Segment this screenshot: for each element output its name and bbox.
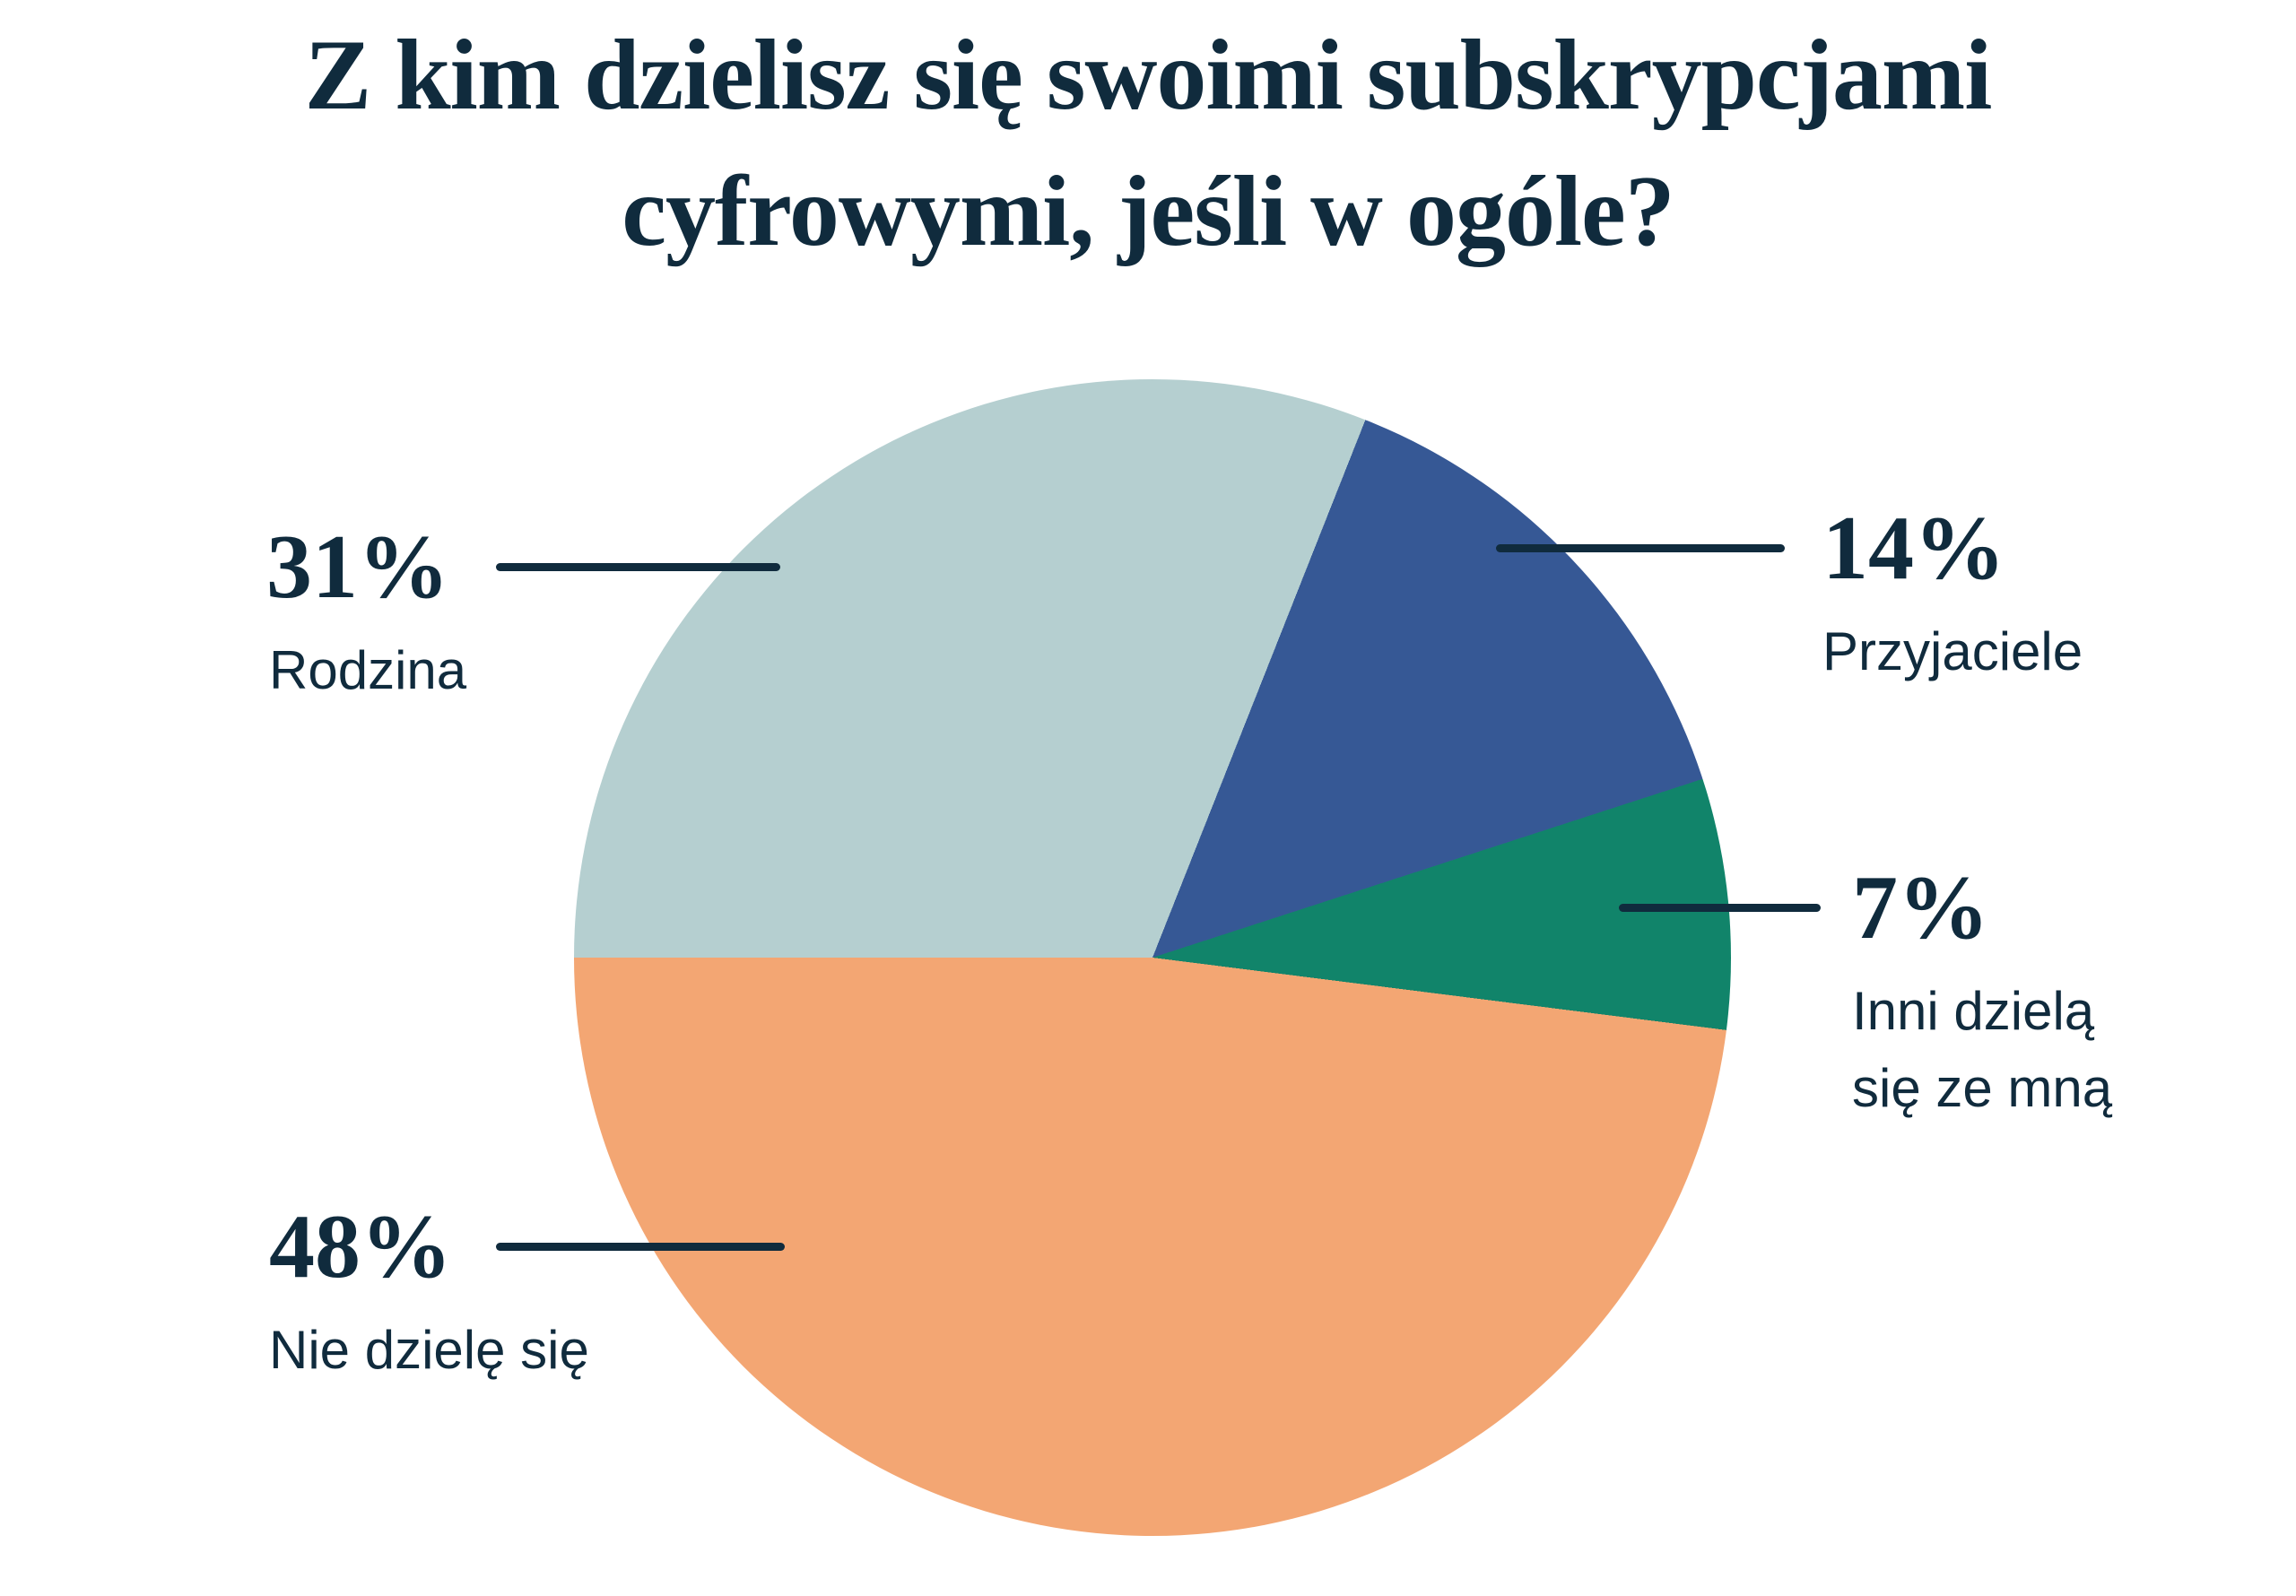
percentage-label-rodzina: 31% bbox=[266, 516, 449, 618]
chart-title-line1: Z kim dzielisz się swoimi subskrypcjami bbox=[304, 20, 1993, 131]
percentage-label-przyjaciele: 14% bbox=[1822, 498, 2005, 599]
leader-line-rodzina bbox=[496, 563, 780, 571]
chart-title: Z kim dzielisz się swoimi subskrypcjami … bbox=[0, 7, 2296, 280]
percentage-label-nie-dziele: 48% bbox=[269, 1196, 452, 1297]
chart-title-line2: cyfrowymi, jeśli w ogóle? bbox=[622, 156, 1675, 267]
leader-line-inni bbox=[1619, 904, 1821, 912]
leader-line-nie-dziele bbox=[496, 1243, 785, 1251]
category-label-nie-dziele: Nie dzielę się bbox=[269, 1320, 589, 1380]
category-label-inni-line2: się ze mną bbox=[1852, 1058, 2113, 1118]
pie-chart bbox=[574, 379, 1731, 1536]
category-label-przyjaciele: Przyjaciele bbox=[1822, 621, 2083, 681]
leader-line-przyjaciele bbox=[1496, 544, 1785, 552]
category-label-inni-line1: Inni dzielą bbox=[1852, 981, 2095, 1041]
percentage-label-inni: 7% bbox=[1852, 857, 1989, 958]
category-label-rodzina: Rodzina bbox=[269, 640, 467, 700]
